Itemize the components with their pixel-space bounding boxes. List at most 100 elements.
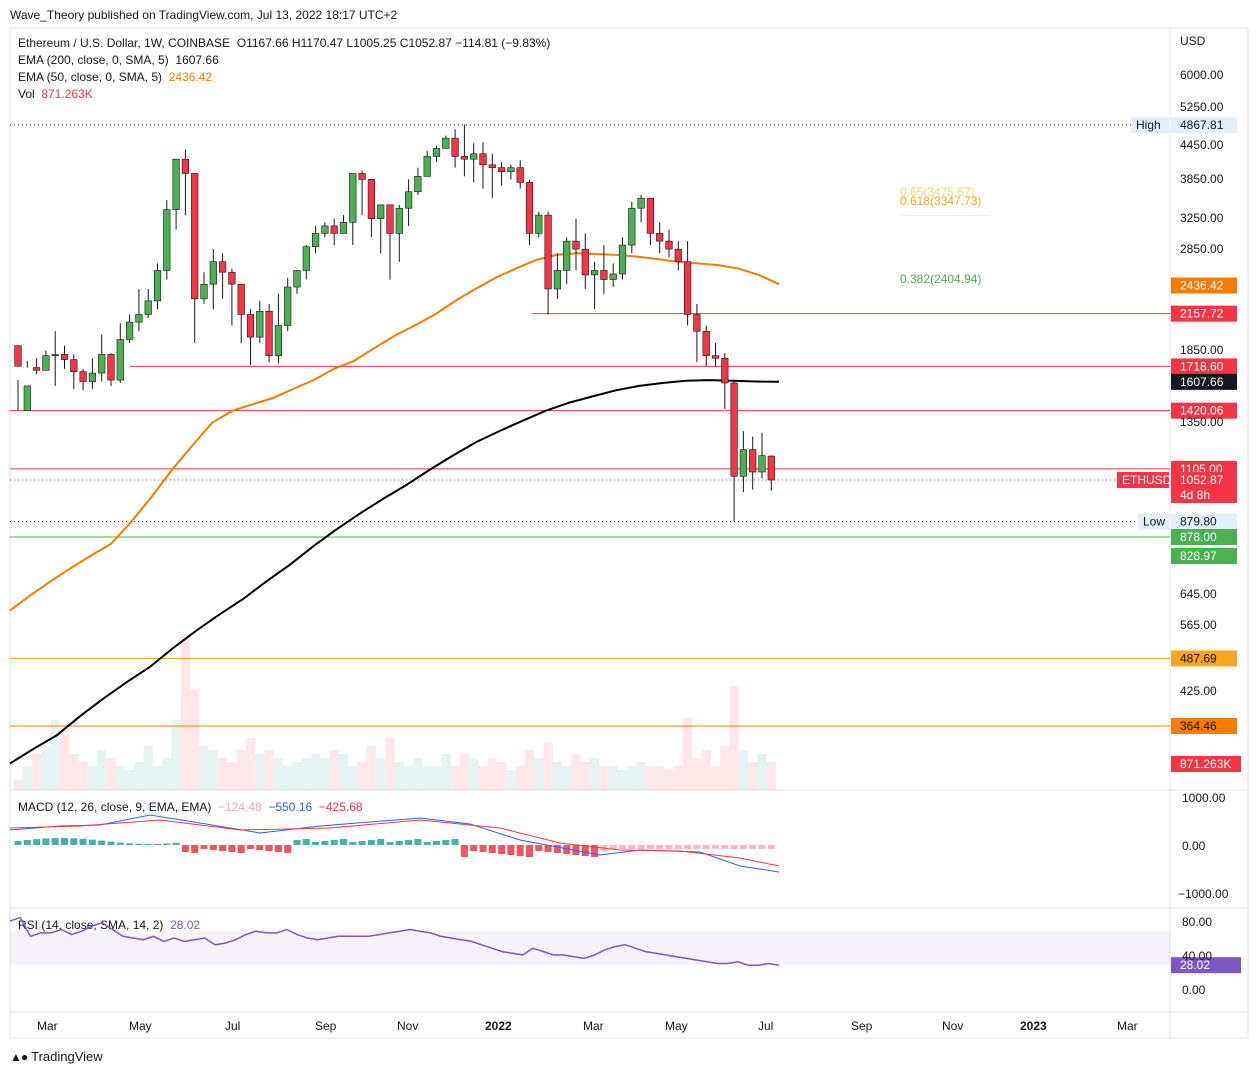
volume-bar [366, 746, 377, 790]
volume-bar [506, 770, 516, 790]
macd-hist-bar [442, 840, 450, 845]
macd-hist-bar [693, 845, 701, 849]
legend-ema50-value: 2436.42 [168, 70, 213, 84]
macd-hist-bar [656, 845, 664, 849]
candle-body [265, 310, 273, 356]
volume-bar [162, 758, 172, 790]
macd-hist-bar [51, 838, 59, 845]
rsi-legend[interactable]: RSI (14, close, SMA, 14, 2) 28.02 [18, 918, 200, 932]
macd-hist-bar [609, 845, 617, 849]
candle-body [246, 314, 255, 338]
candle-body [581, 248, 589, 276]
candle-body [516, 167, 524, 183]
candle-body [702, 330, 710, 356]
macd-hist-bar [526, 845, 533, 857]
candle-body [144, 300, 152, 315]
volume-bar [245, 738, 256, 790]
candle-body [98, 354, 106, 374]
volume-bar [645, 766, 656, 790]
macd-hist-bar [293, 840, 301, 845]
time-tick: Jul [758, 1019, 773, 1033]
candle-body [544, 214, 552, 290]
level-badge-sub [1171, 488, 1237, 503]
price-tick: 5250.00 [1180, 100, 1224, 114]
volume-bar [357, 762, 367, 790]
candle-body [749, 449, 757, 473]
candles-layer [14, 124, 775, 522]
price-tick: 425.00 [1180, 684, 1217, 698]
candle-body [367, 179, 376, 219]
macd-hist-bar [107, 841, 115, 845]
macd-hist-bar [395, 841, 403, 845]
price-tick: 2850.00 [1180, 242, 1224, 256]
volume-bar [552, 762, 563, 790]
volume-bar [589, 758, 600, 790]
volume-bar [13, 780, 23, 790]
macd-hist-bar [423, 842, 431, 845]
candle-body [553, 270, 561, 290]
macd-hist-bar [414, 839, 422, 845]
macd-hist-bar [154, 843, 161, 845]
level-badge [1171, 513, 1237, 530]
level-badge [1171, 650, 1237, 667]
macd-line-value: −550.16 [268, 800, 313, 814]
candle-body [135, 314, 143, 323]
legend-volume-row[interactable]: Vol 871.263K [18, 86, 550, 103]
legend-vol-value: 871.263K [41, 87, 93, 101]
macd-hist-bar [61, 838, 68, 845]
macd-hist-bar [516, 845, 524, 856]
level-badge-text: 1052.87 [1180, 473, 1224, 487]
volume-bar [41, 746, 51, 790]
time-tick: Mar [1117, 1019, 1138, 1033]
rsi-line [9, 916, 780, 966]
macd-legend[interactable]: MACD (12, 26, close, 9, EMA, EMA) −124.4… [18, 800, 363, 814]
legend-ema200-row[interactable]: EMA (200, close, 0, SMA, 5) 1607.66 [18, 52, 550, 69]
macd-hist-bar [200, 845, 208, 849]
macd-hist-bar [758, 845, 766, 849]
candle-body [442, 137, 450, 149]
macd-axis: 1000.00 0.00 −1000.00 [1178, 791, 1229, 901]
macd-layer [9, 814, 780, 873]
candle-body [656, 233, 664, 242]
macd-hist-bar [126, 843, 134, 845]
level-tag [1138, 513, 1169, 530]
macd-hist-bar [628, 845, 636, 849]
volume-bar [338, 754, 349, 790]
candle-body [79, 371, 87, 382]
price-axis: 6000.00 5250.00 4450.00 3850.00 3250.00 … [1180, 68, 1224, 698]
candle-body [42, 355, 50, 371]
legend-vol-label: Vol [18, 87, 35, 101]
candle-body [590, 270, 599, 276]
level-badge [1171, 358, 1237, 375]
volume-bar [627, 766, 637, 790]
volume-bar [208, 750, 218, 790]
candle-body [107, 354, 115, 381]
candle-body [349, 173, 357, 223]
macd-hist-value: −124.48 [218, 800, 262, 814]
macd-hist-bar [460, 845, 468, 857]
volume-bar [31, 754, 42, 790]
tradingview-brand[interactable]: ▲● TradingView [10, 1049, 103, 1064]
candle-body [488, 164, 496, 168]
volume-bar [524, 750, 535, 790]
level-tag [1117, 472, 1169, 488]
macd-hist-bar [274, 845, 282, 852]
candle-body [460, 156, 469, 160]
macd-hist-bar [451, 839, 459, 845]
candle-body [563, 240, 571, 271]
volume-bar [534, 758, 544, 790]
candle-body [126, 321, 134, 340]
candle-body [739, 449, 747, 477]
volume-bar [469, 758, 479, 790]
volume-bar [403, 766, 414, 790]
candle-body [172, 158, 180, 210]
level-badge [1171, 529, 1237, 545]
candle-body [293, 270, 301, 288]
macd-hist-bar [42, 838, 50, 845]
volume-bar [729, 686, 739, 790]
legend-ema50-row[interactable]: EMA (50, close, 0, SMA, 5) 2436.42 [18, 69, 550, 86]
tradingview-logo-icon: ▲● [10, 1049, 28, 1064]
rsi-value: 28.02 [170, 918, 201, 932]
volume-bar [320, 758, 330, 790]
